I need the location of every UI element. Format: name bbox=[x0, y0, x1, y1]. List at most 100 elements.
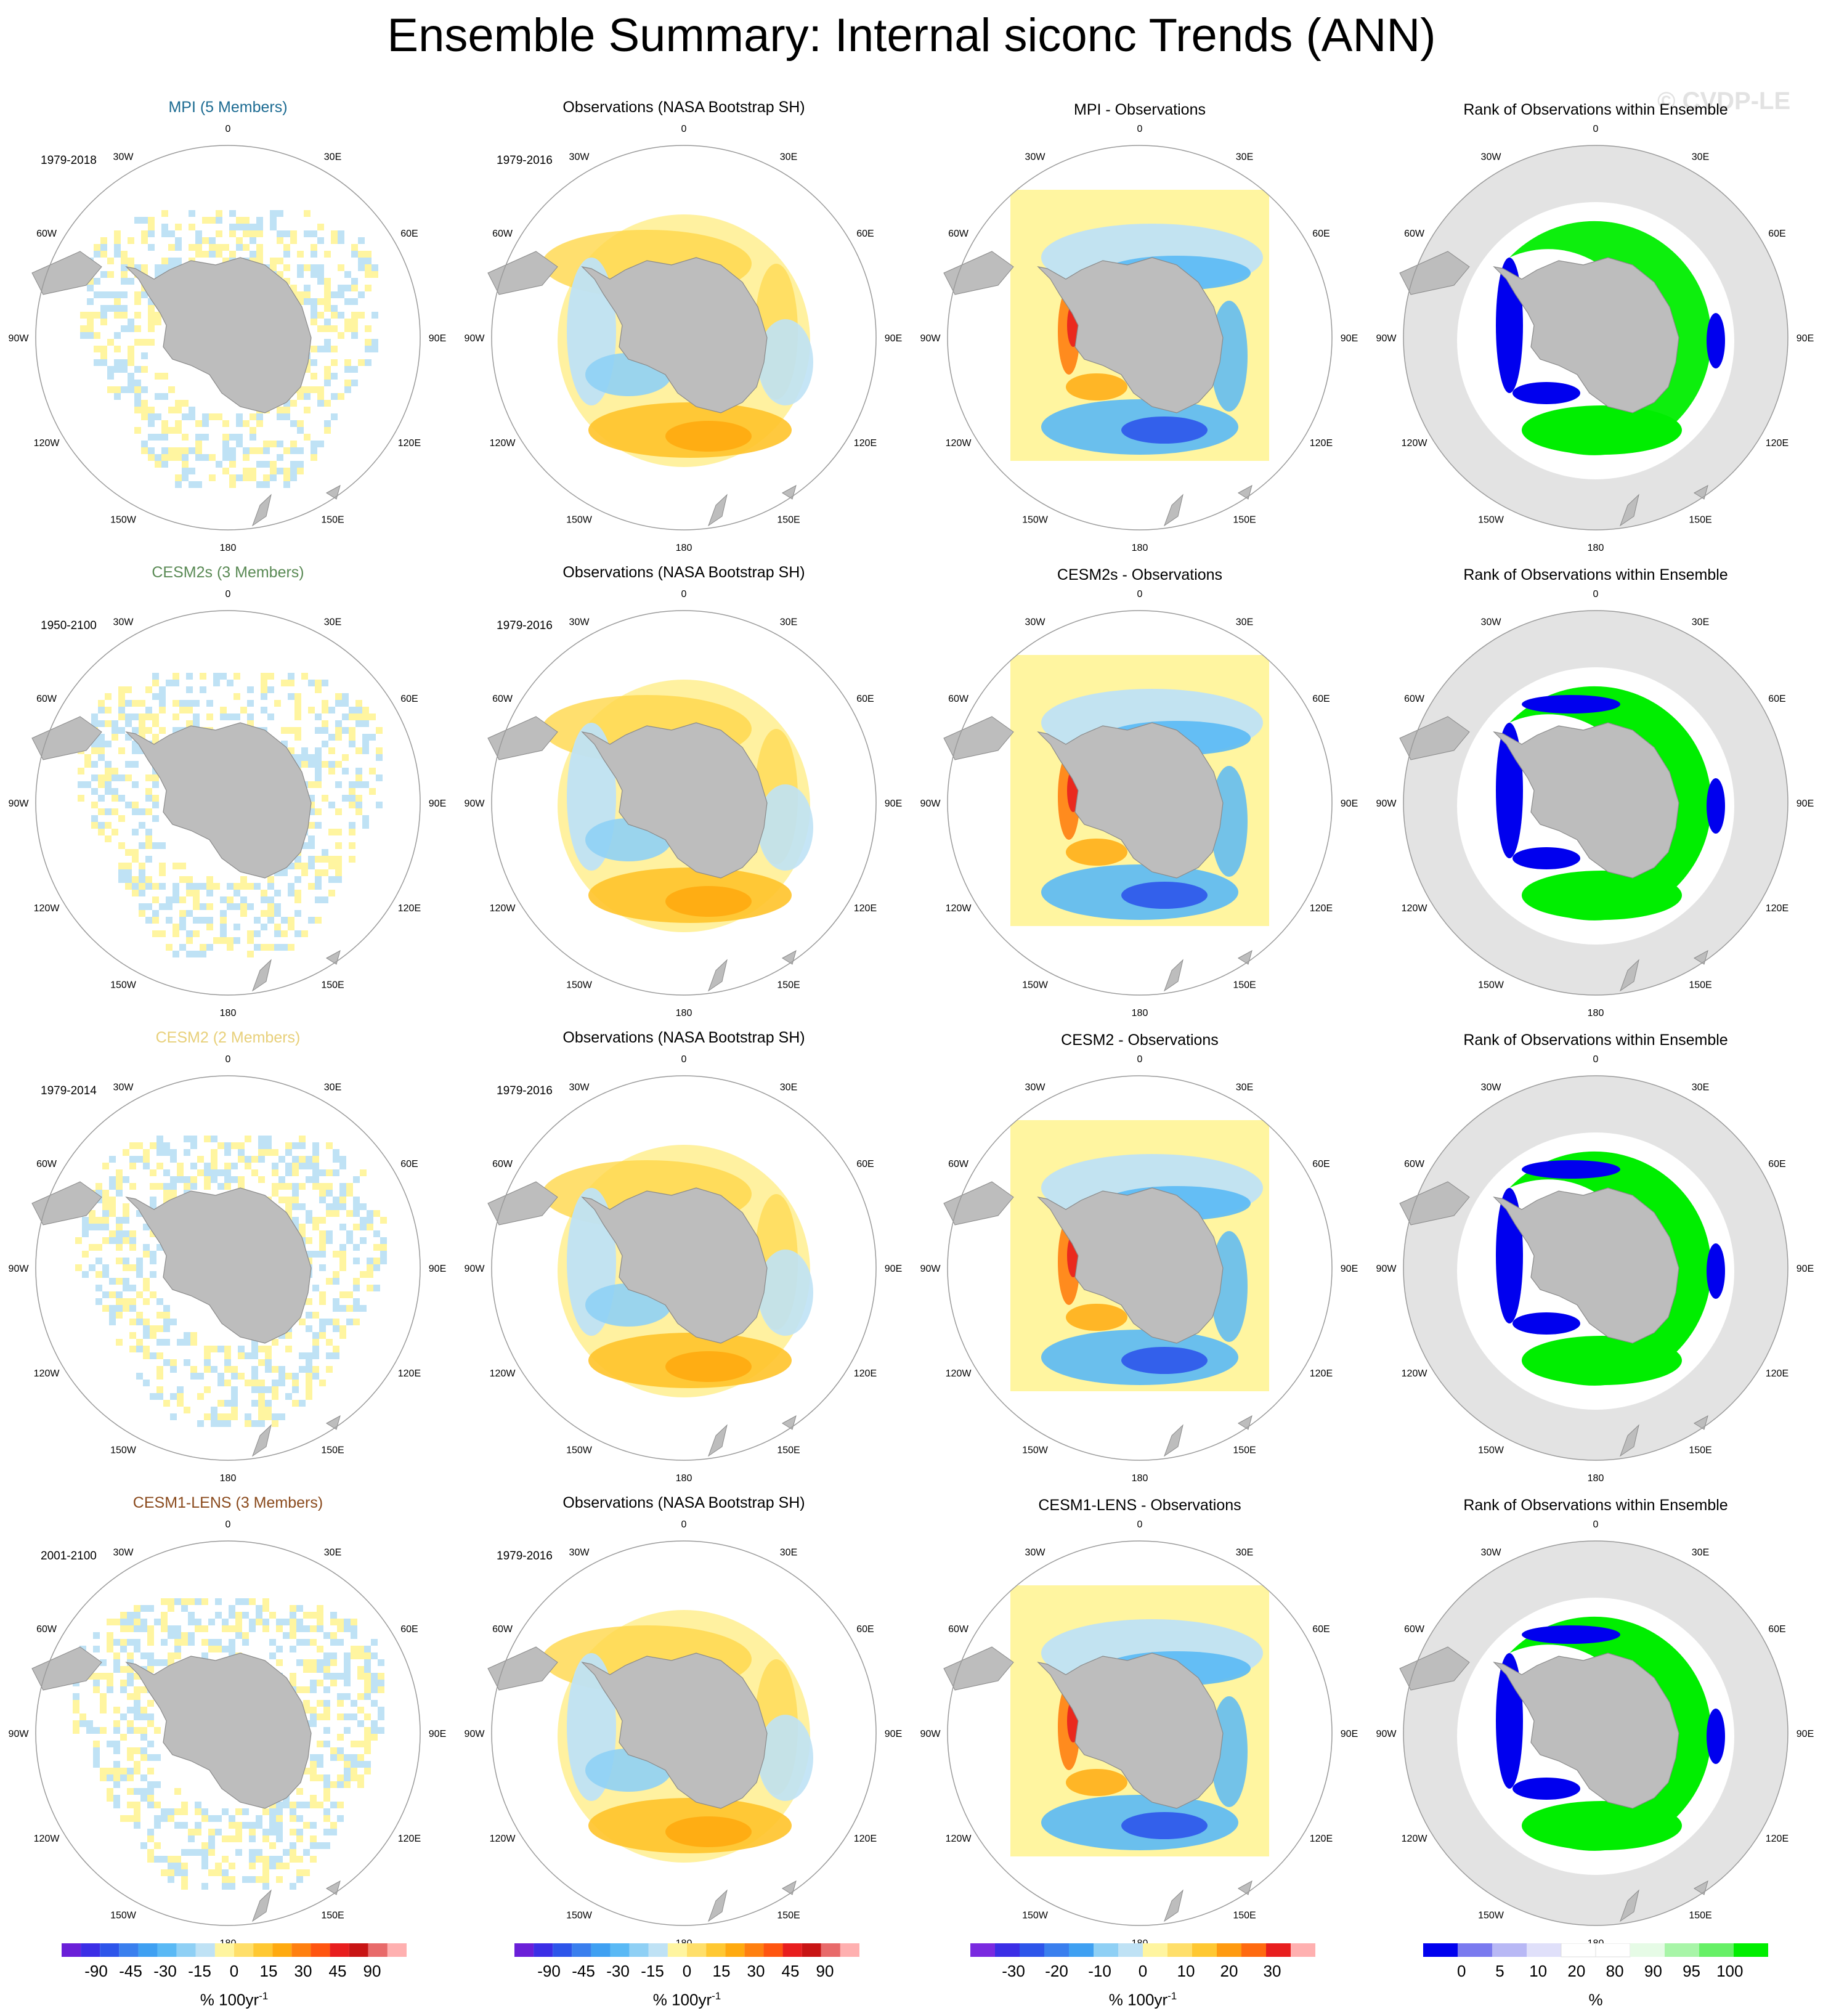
lon-label: 60E bbox=[1768, 229, 1785, 239]
colorbar-swatch bbox=[687, 1943, 707, 1957]
lon-label: 60E bbox=[400, 694, 418, 704]
lon-label: 60W bbox=[948, 1624, 969, 1635]
lon-label: 120W bbox=[1402, 1368, 1428, 1379]
lon-label: 120W bbox=[946, 438, 972, 449]
lon-label: 90E bbox=[1797, 1264, 1814, 1274]
colorbar-swatch bbox=[62, 1943, 81, 1957]
map-boundary bbox=[35, 1075, 421, 1461]
colorbar-tick-label: -15 bbox=[188, 1962, 211, 1980]
lon-label: 120W bbox=[490, 903, 516, 914]
lon-label: 60W bbox=[492, 1159, 513, 1169]
colorbar-swatch bbox=[840, 1943, 859, 1957]
lon-label: 150E bbox=[321, 980, 344, 990]
new-zealand-land bbox=[251, 494, 272, 527]
map-panel-obs: Observations (NASA Bootstrap SH) 1979-201… bbox=[456, 564, 912, 1032]
colorbar-tick-label: 10 bbox=[1177, 1962, 1195, 1980]
lon-label: 30W bbox=[1025, 152, 1046, 163]
colorbar-swatch bbox=[514, 1943, 534, 1957]
lon-label: 180 bbox=[676, 1008, 692, 1018]
lon-label: 60W bbox=[948, 229, 969, 239]
lon-label: 150E bbox=[1233, 514, 1256, 525]
lon-label: 60E bbox=[856, 229, 874, 239]
lon-label: 60W bbox=[948, 1159, 969, 1169]
colorbar-swatch bbox=[725, 1943, 745, 1957]
colorbar-swatch bbox=[311, 1943, 330, 1957]
map-boundary bbox=[1403, 145, 1788, 530]
colorbar-swatch bbox=[1595, 1943, 1631, 1957]
lon-label: 180 bbox=[1132, 1008, 1148, 1018]
colorbar-tick-label: 90 bbox=[816, 1962, 834, 1980]
lon-label: 30W bbox=[1481, 1083, 1502, 1093]
lon-label: 30W bbox=[1481, 617, 1502, 628]
colorbar-swatch bbox=[1217, 1943, 1241, 1957]
lon-label: 150W bbox=[566, 1445, 593, 1455]
colorbar-tick-label: -10 bbox=[1088, 1962, 1111, 1980]
lon-label: 30W bbox=[569, 617, 590, 628]
lon-label: 120E bbox=[1310, 1368, 1333, 1379]
lon-label: 0 bbox=[681, 589, 687, 600]
colorbar-swatch bbox=[195, 1943, 215, 1957]
lon-label: 30W bbox=[1481, 1548, 1502, 1558]
lon-label: 120W bbox=[34, 903, 60, 914]
colorbar-obs-svg: -90 -45 -30 -15 0 15 30 45 90 bbox=[514, 1943, 859, 1980]
new-zealand-land bbox=[1163, 959, 1184, 992]
colorbar-swatch bbox=[706, 1943, 726, 1957]
lon-label: 0 bbox=[1593, 1519, 1599, 1530]
lon-label: 180 bbox=[220, 1008, 237, 1018]
lon-label: 30E bbox=[1692, 617, 1709, 628]
panel-title: CESM2s (3 Members) bbox=[152, 564, 304, 581]
colorbar-swatch bbox=[553, 1943, 572, 1957]
map-boundary bbox=[491, 1075, 877, 1461]
lon-label: 150W bbox=[1022, 1910, 1049, 1920]
antarctica-land bbox=[125, 1187, 312, 1344]
period-label: 1979-2016 bbox=[497, 1550, 553, 1563]
colorbar-tick-label: 0 bbox=[683, 1962, 691, 1980]
colorbar-swatch bbox=[1143, 1943, 1167, 1957]
period-label: 1950-2100 bbox=[41, 619, 97, 632]
lon-label: 180 bbox=[1588, 543, 1604, 553]
lon-label: 150W bbox=[1478, 980, 1504, 990]
lon-label: 90E bbox=[1341, 333, 1358, 344]
colorbar-tick-label: -30 bbox=[153, 1962, 177, 1980]
lon-label: 150W bbox=[566, 1910, 593, 1920]
map-boundary bbox=[491, 1540, 877, 1926]
panel-title: Observations (NASA Bootstrap SH) bbox=[562, 564, 805, 581]
lon-label: 150E bbox=[321, 1445, 344, 1455]
period-label: 2001-2100 bbox=[41, 1550, 97, 1563]
colorbar-swatch bbox=[821, 1943, 840, 1957]
colorbar-tick-label: -90 bbox=[537, 1962, 561, 1980]
lon-label: 0 bbox=[681, 124, 687, 134]
lon-label: 90W bbox=[9, 1729, 30, 1739]
antarctica-land bbox=[1037, 1652, 1224, 1809]
panel-title: CESM2s - Observations bbox=[1057, 566, 1223, 583]
colorbar-swatch bbox=[1492, 1943, 1527, 1957]
lon-label: 60E bbox=[400, 1624, 418, 1635]
lon-label: 180 bbox=[1132, 1473, 1148, 1484]
colorbar-swatch bbox=[1734, 1943, 1768, 1957]
lon-label: 90W bbox=[1376, 1729, 1397, 1739]
lon-label: 150E bbox=[1689, 1910, 1711, 1920]
colorbar-swatch bbox=[782, 1943, 802, 1957]
panel-title: Observations (NASA Bootstrap SH) bbox=[562, 1494, 805, 1511]
lon-label: 60E bbox=[1312, 229, 1330, 239]
antarctica-land bbox=[125, 257, 312, 413]
lon-label: 60W bbox=[492, 694, 513, 704]
lon-label: 30W bbox=[1025, 1548, 1046, 1558]
colorbar-tick-label: 30 bbox=[747, 1962, 765, 1980]
lon-label: 60W bbox=[1404, 229, 1425, 239]
lon-label: 150E bbox=[777, 1910, 800, 1920]
new-zealand-land bbox=[1619, 959, 1639, 992]
lon-label: 30E bbox=[780, 617, 797, 628]
lon-label: 120E bbox=[398, 903, 421, 914]
colorbar-swatch bbox=[1044, 1943, 1069, 1957]
lon-label: 120W bbox=[946, 1834, 972, 1844]
antarctica-land bbox=[581, 1187, 768, 1344]
colorbar-tick-label: 45 bbox=[782, 1962, 800, 1980]
lon-label: 90W bbox=[1376, 1264, 1397, 1274]
new-zealand-land bbox=[707, 1889, 728, 1922]
